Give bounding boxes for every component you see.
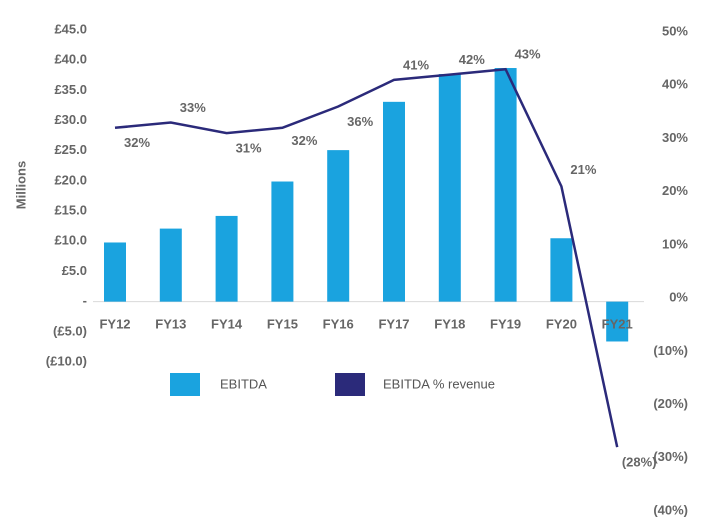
legend-label: EBITDA % revenue — [383, 376, 495, 391]
y-tick-label: £30.0 — [54, 112, 87, 127]
y-tick-label: £25.0 — [54, 142, 87, 157]
y2-tick-label: 50% — [662, 23, 688, 38]
y-tick-label: £45.0 — [54, 21, 87, 36]
y-tick-label: £5.0 — [62, 263, 87, 278]
bar — [438, 74, 461, 302]
y2-tick-label: 30% — [662, 130, 688, 145]
data-label: 43% — [515, 47, 541, 62]
bar — [104, 242, 126, 302]
y2-tick-label: (40%) — [653, 502, 688, 517]
y-tick-label: £10.0 — [54, 233, 87, 248]
y2-tick-label: (10%) — [653, 343, 688, 358]
data-label: 21% — [570, 162, 596, 177]
data-label: (28%) — [622, 455, 657, 470]
data-label: 42% — [459, 52, 485, 67]
data-label: 33% — [180, 100, 206, 115]
x-tick-label: FY17 — [378, 316, 409, 331]
y2-tick-label: (30%) — [653, 449, 688, 464]
x-tick-label: FY18 — [434, 316, 465, 331]
y-tick-label: (£5.0) — [53, 323, 87, 338]
bar — [159, 228, 182, 302]
y2-tick-label: 40% — [662, 77, 688, 92]
x-tick-label: FY19 — [490, 316, 521, 331]
x-tick-label: FY13 — [155, 316, 186, 331]
y-tick-label: £15.0 — [54, 203, 87, 218]
bar — [215, 215, 238, 302]
bar — [383, 101, 405, 302]
x-tick-label: FY16 — [323, 316, 354, 331]
legend-swatch — [170, 373, 200, 396]
y-tick-label: £40.0 — [54, 52, 87, 67]
legend-label: EBITDA — [220, 376, 267, 391]
x-tick-label: FY20 — [546, 316, 577, 331]
y2-tick-label: 10% — [662, 236, 688, 251]
y-tick-label: £35.0 — [54, 82, 87, 97]
data-label: 31% — [236, 141, 262, 156]
data-label: 32% — [124, 135, 150, 150]
bar — [550, 238, 573, 302]
bar — [327, 150, 350, 302]
legend-swatch — [335, 373, 365, 396]
y-tick-label: - — [83, 293, 87, 308]
x-tick-label: FY14 — [211, 316, 243, 331]
data-label: 32% — [291, 133, 317, 148]
x-tick-label: FY21 — [602, 316, 633, 331]
y-tick-label: £20.0 — [54, 172, 87, 187]
y-axis-label: Millions — [13, 161, 28, 209]
x-tick-label: FY15 — [267, 316, 298, 331]
data-label: 36% — [347, 114, 373, 129]
data-label: 41% — [403, 57, 429, 72]
bar — [606, 301, 629, 342]
y2-tick-label: 0% — [669, 290, 688, 305]
y-tick-label: (£10.0) — [46, 353, 87, 368]
bar — [271, 181, 294, 302]
bar — [494, 68, 517, 302]
y2-tick-label: 20% — [662, 183, 688, 198]
y2-tick-label: (20%) — [653, 396, 688, 411]
line — [114, 67, 619, 448]
x-tick-label: FY12 — [99, 316, 130, 331]
